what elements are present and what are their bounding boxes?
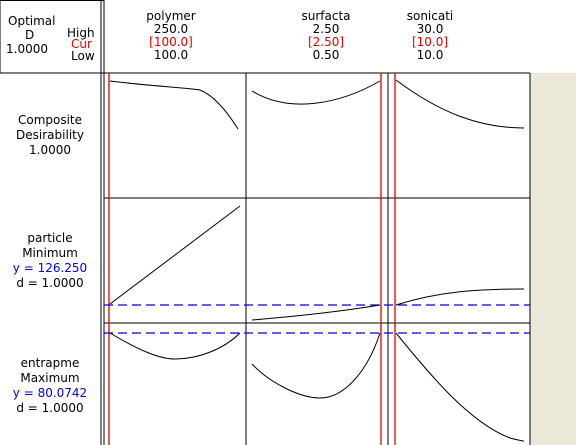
curve-particle-polymer — [109, 205, 241, 305]
factor-cur: [100.0] — [149, 35, 193, 49]
response-line1: Composite — [17, 113, 83, 127]
factor-header-surfacta: surfacta 2.50 [2.50] 0.50 — [290, 10, 362, 62]
response-line2: Maximum — [20, 371, 80, 385]
factor-low: 10.0 — [416, 48, 444, 62]
response-line1: particle — [27, 231, 73, 245]
curve-desirability-surfacta — [251, 80, 381, 105]
response-d: d = 1.0000 — [16, 276, 84, 290]
response-curves — [109, 79, 525, 442]
factor-name: polymer — [146, 9, 196, 23]
d-label: D — [25, 28, 35, 42]
side-panel — [530, 73, 576, 445]
curve-entrapme-surfacta — [251, 332, 381, 399]
cur-label: Cur — [71, 37, 92, 51]
optimal-label: Optimal — [8, 14, 56, 28]
curve-entrapme-sonicati — [395, 332, 525, 442]
factor-header-sonicati: sonicati 30.0 [10.0] 10.0 — [394, 10, 466, 62]
factor-header-polymer: polymer 250.0 [100.0] 100.0 — [135, 10, 207, 62]
factor-high: 30.0 — [416, 22, 444, 36]
response-label-particle: particle Minimum y = 126.250 d = 1.0000 — [0, 231, 100, 291]
response-line2: Minimum — [22, 246, 78, 260]
curve-particle-surfacta — [251, 304, 381, 321]
curve-particle-sonicati — [395, 288, 525, 306]
response-value: 1.0000 — [29, 143, 71, 157]
factor-high: 2.50 — [312, 22, 340, 36]
response-label-desirability: Composite Desirability 1.0000 — [0, 113, 100, 158]
response-d: d = 1.0000 — [16, 401, 84, 415]
curve-desirability-polymer — [109, 80, 239, 130]
factor-cur: [10.0] — [411, 35, 449, 49]
factor-name: surfacta — [301, 9, 351, 23]
response-value: y = 80.0742 — [12, 386, 88, 400]
factor-low: 0.50 — [312, 48, 340, 62]
high-label: High — [67, 26, 95, 40]
low-label: Low — [71, 49, 95, 63]
factor-low: 100.0 — [153, 48, 189, 62]
factor-name: sonicati — [406, 9, 454, 23]
response-line2: Desirability — [16, 128, 84, 142]
curve-desirability-sonicati — [395, 79, 525, 129]
response-line1: entrapme — [20, 356, 80, 370]
curve-entrapme-polymer — [109, 332, 241, 360]
factor-cur: [2.50] — [307, 35, 345, 49]
response-label-entrapme: entrapme Maximum y = 80.0742 d = 1.0000 — [0, 356, 100, 416]
response-value: y = 126.250 — [12, 261, 88, 275]
factor-high: 250.0 — [153, 22, 189, 36]
d-value: 1.0000 — [6, 42, 48, 56]
